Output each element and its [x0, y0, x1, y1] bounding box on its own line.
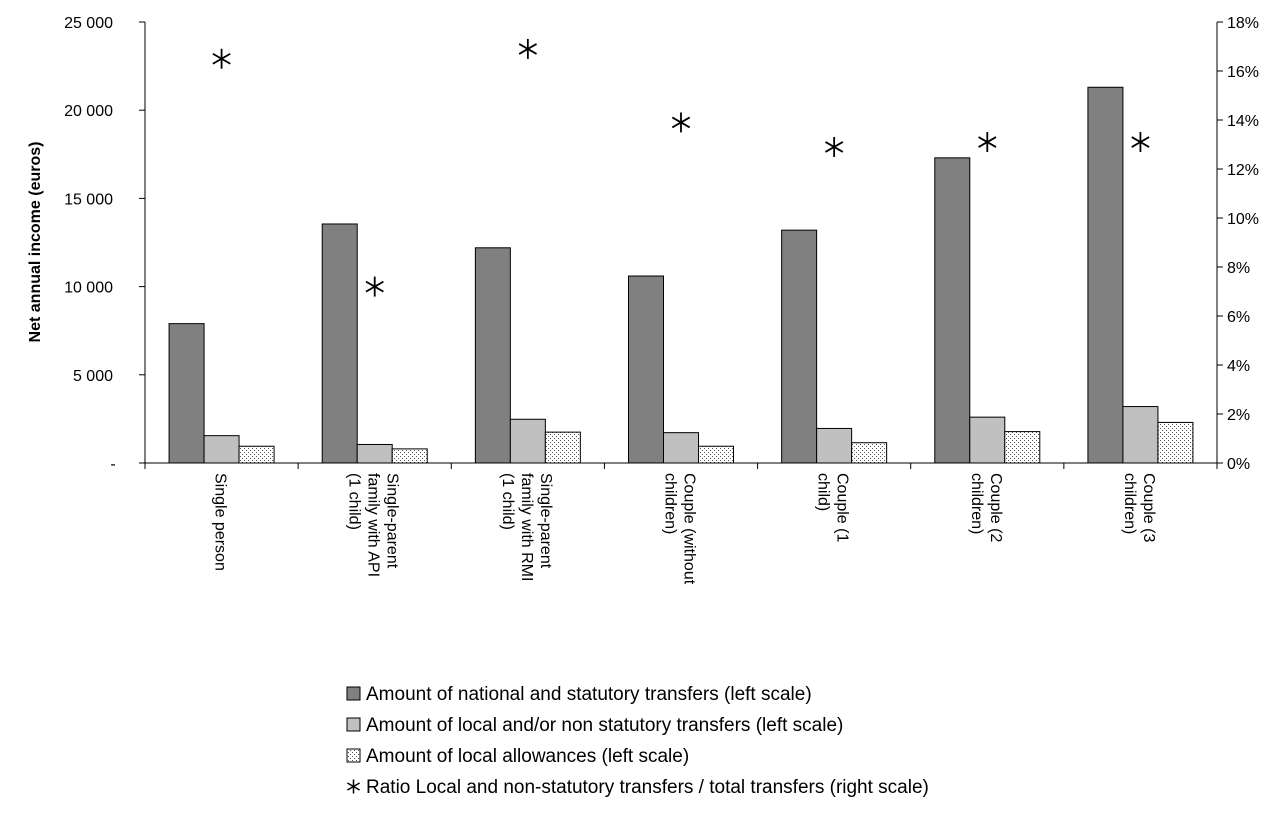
bar-s0-c3 — [628, 275, 664, 464]
ratio-marker-c1 — [365, 276, 384, 297]
y-tick-label-3: 15 000 — [64, 191, 113, 208]
bar-s0-c4 — [781, 229, 818, 464]
bar-s0-c5 — [934, 157, 971, 464]
y-axis-label: Net annual income (euros) — [27, 142, 44, 343]
y-tick-label-1: 5 000 — [73, 368, 113, 385]
bar-s2-c0 — [238, 445, 275, 464]
bar-s1-c1 — [356, 443, 393, 464]
bar-s1-c0 — [203, 435, 240, 464]
y2-tick-label-6: 12% — [1227, 162, 1259, 179]
y-tick-label-4: 20 000 — [64, 103, 113, 120]
x-tick-label-5: Couple (2children) — [968, 473, 1004, 542]
bar-s0-c0 — [168, 323, 205, 464]
bar-s2-c6 — [1157, 421, 1194, 464]
legend-label-0: Amount of national and statutory transfe… — [366, 684, 812, 705]
y2-tick-label-8: 16% — [1227, 64, 1259, 81]
legend-swatch-1 — [346, 717, 361, 732]
y-tick-label-2: 10 000 — [64, 280, 113, 297]
y2-tick-label-9: 18% — [1227, 15, 1259, 32]
x-tick-label-2: Single-parentfamily with RMI(1 child) — [499, 473, 554, 581]
y2-tick-label-5: 10% — [1227, 211, 1259, 228]
y-tick-label-0: - — [110, 456, 115, 473]
x-tick-label-1: Single-parentfamily with API(1 child) — [346, 473, 401, 577]
y2-tick-label-2: 4% — [1227, 358, 1250, 375]
y2-tick-label-1: 2% — [1227, 407, 1250, 424]
legend: Amount of national and statutory transfe… — [346, 684, 929, 798]
ratio-marker-c6 — [1131, 132, 1150, 153]
legend-label-2: Amount of local allowances (left scale) — [366, 746, 689, 767]
bar-s0-c1 — [321, 223, 358, 464]
legend-swatch-2 — [346, 748, 361, 763]
ratio-marker-c5 — [978, 132, 997, 153]
bar-s1-c3 — [663, 432, 699, 464]
bar-s2-c4 — [851, 442, 888, 464]
y2-tick-label-3: 6% — [1227, 309, 1250, 326]
legend-label-1: Amount of local and/or non statutory tra… — [366, 715, 843, 736]
y2-tick-label-0: 0% — [1227, 456, 1250, 473]
bar-s1-c5 — [969, 416, 1006, 464]
ratio-marker-c2 — [518, 38, 538, 59]
bar-s2-c1 — [391, 448, 428, 464]
y-tick-label-5: 25 000 — [64, 15, 113, 32]
x-tick-label-6: Couple (3children) — [1121, 473, 1157, 542]
y2-tick-label-7: 14% — [1227, 113, 1259, 130]
x-tick-label-4: Couple (1child) — [815, 473, 851, 542]
ratio-marker-c0 — [212, 48, 231, 69]
bar-s2-c3 — [698, 445, 734, 464]
bar-s1-c4 — [816, 427, 853, 464]
ratio-marker-c3 — [671, 112, 691, 133]
legend-marker-3 — [347, 779, 360, 794]
x-tick-label-3: Couple (withoutchildren) — [662, 473, 698, 585]
bar-s1-c2 — [509, 418, 546, 464]
plot-area: - 5 000 10 000 15 000 20 000 25 000 0% 2% 4% 6% 8%… — [64, 15, 1259, 585]
bar-s2-c5 — [1004, 431, 1041, 464]
x-tick-label-0: Single person — [212, 473, 229, 571]
ratio-marker-c4 — [824, 136, 844, 157]
bar-s2-c2 — [544, 431, 581, 464]
bar-s1-c6 — [1122, 406, 1159, 464]
bar-s0-c6 — [1087, 86, 1124, 464]
bar-s0-c2 — [474, 247, 511, 464]
y2-tick-label-4: 8% — [1227, 260, 1250, 277]
legend-swatch-0 — [346, 686, 361, 701]
legend-label-3: Ratio Local and non-statutory transfers … — [366, 777, 929, 798]
